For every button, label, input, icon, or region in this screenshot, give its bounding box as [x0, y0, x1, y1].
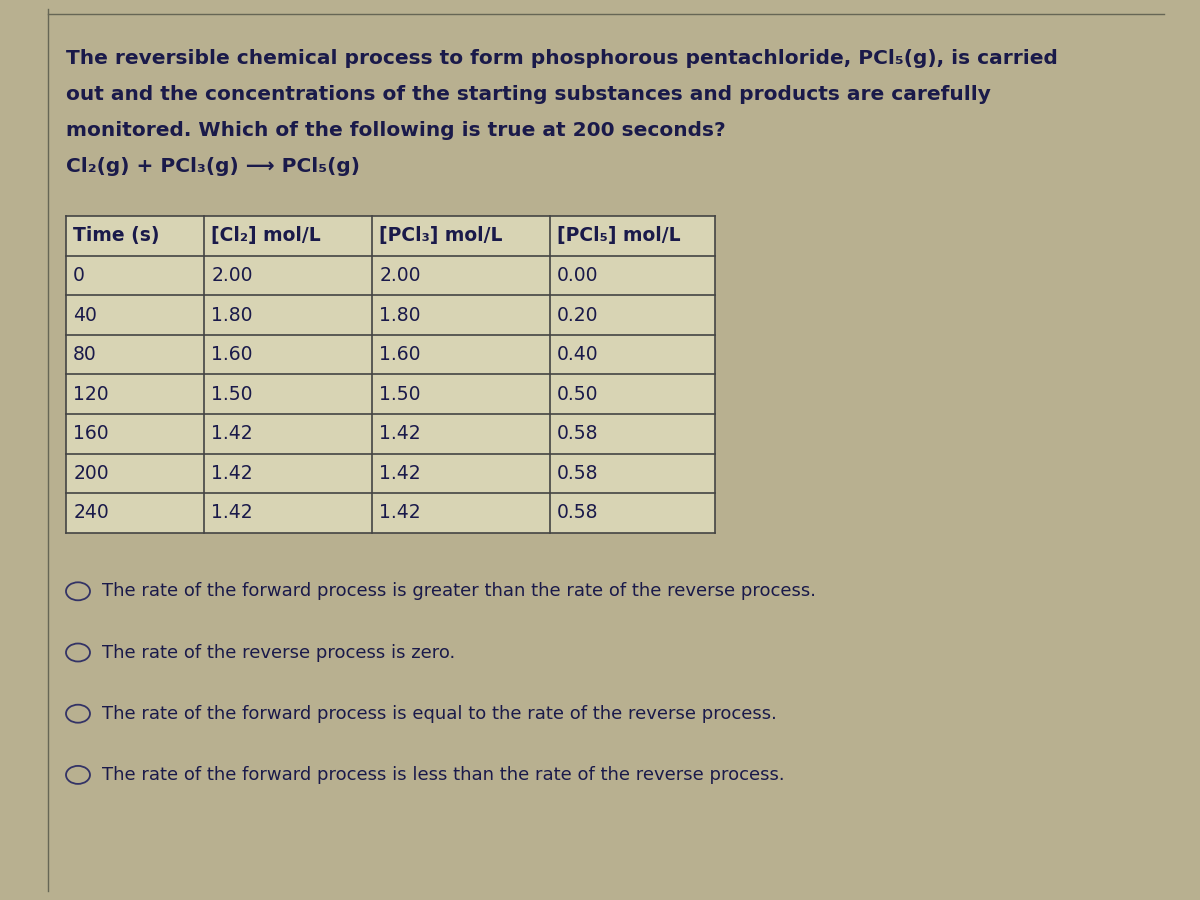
Text: 160: 160	[73, 424, 109, 444]
Text: The rate of the forward process is less than the rate of the reverse process.: The rate of the forward process is less …	[102, 766, 785, 784]
Text: 240: 240	[73, 503, 109, 523]
Text: 2.00: 2.00	[379, 266, 421, 285]
Text: 80: 80	[73, 345, 97, 364]
Text: monitored. Which of the following is true at 200 seconds?: monitored. Which of the following is tru…	[66, 122, 726, 140]
Text: [Cl₂] mol/L: [Cl₂] mol/L	[211, 226, 320, 246]
Text: 1.50: 1.50	[379, 384, 421, 404]
Text: 2.00: 2.00	[211, 266, 253, 285]
Text: 1.42: 1.42	[379, 464, 421, 483]
Text: 200: 200	[73, 464, 109, 483]
Text: 1.42: 1.42	[211, 503, 253, 523]
Text: 1.60: 1.60	[211, 345, 253, 364]
Text: 1.50: 1.50	[211, 384, 253, 404]
Text: The rate of the forward process is greater than the rate of the reverse process.: The rate of the forward process is great…	[102, 582, 816, 600]
Text: Cl₂(g) + PCl₃(g) ⟶ PCl₅(g): Cl₂(g) + PCl₃(g) ⟶ PCl₅(g)	[66, 158, 360, 176]
Text: The rate of the reverse process is zero.: The rate of the reverse process is zero.	[102, 644, 455, 662]
Text: 0.20: 0.20	[557, 305, 599, 325]
Text: The reversible chemical process to form phosphorous pentachloride, PCl₅(g), is c: The reversible chemical process to form …	[66, 50, 1058, 68]
Text: 0.50: 0.50	[557, 384, 599, 404]
Text: out and the concentrations of the starting substances and products are carefully: out and the concentrations of the starti…	[66, 86, 991, 104]
Text: 40: 40	[73, 305, 97, 325]
Text: Time (s): Time (s)	[73, 226, 160, 246]
Text: 1.80: 1.80	[211, 305, 253, 325]
Text: 1.42: 1.42	[211, 424, 253, 444]
Text: [PCl₃] mol/L: [PCl₃] mol/L	[379, 226, 503, 246]
Text: 1.42: 1.42	[379, 424, 421, 444]
Text: [PCl₅] mol/L: [PCl₅] mol/L	[557, 226, 680, 246]
Text: 0: 0	[73, 266, 85, 285]
Text: 0.40: 0.40	[557, 345, 599, 364]
Text: 1.60: 1.60	[379, 345, 421, 364]
Text: 0.58: 0.58	[557, 424, 599, 444]
Text: 0.00: 0.00	[557, 266, 599, 285]
Text: 120: 120	[73, 384, 109, 404]
Text: 0.58: 0.58	[557, 464, 599, 483]
Bar	[66, 216, 715, 533]
Text: The rate of the forward process is equal to the rate of the reverse process.: The rate of the forward process is equal…	[102, 705, 776, 723]
Text: 0.58: 0.58	[557, 503, 599, 523]
Text: 1.42: 1.42	[379, 503, 421, 523]
Text: 1.80: 1.80	[379, 305, 421, 325]
Text: 1.42: 1.42	[211, 464, 253, 483]
